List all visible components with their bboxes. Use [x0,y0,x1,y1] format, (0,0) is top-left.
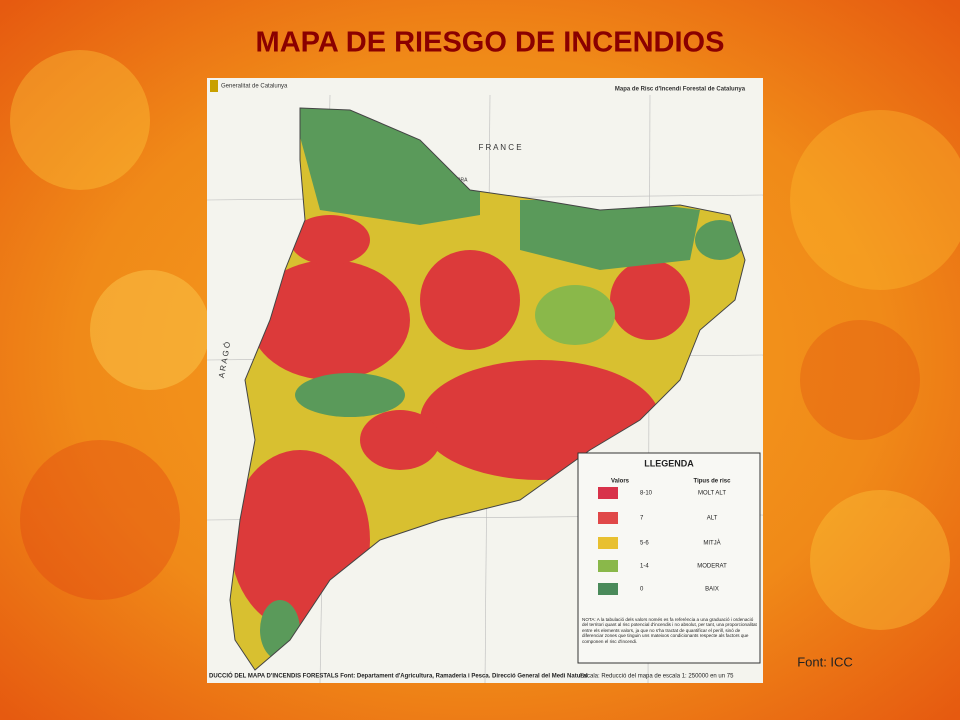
legend-risk: MODERAT [697,564,727,570]
background-texture [10,50,960,630]
map-title: Mapa de Risc d'Incendi Forestal de Catal… [615,87,746,93]
place-label: F R A N C E [478,143,521,152]
legend-value: 0 [640,587,644,593]
region-outline [229,107,746,671]
legend-swatch [598,512,618,524]
legend-value: 7 [640,516,644,522]
map-scale: Escala: Reducció del mapa de escala 1: 2… [580,674,734,680]
legend-header: Tipus de risc [694,479,732,485]
legend-risk: BAIX [705,587,719,593]
legend-value: 1-4 [640,564,649,570]
legend-title: LLEGENDA [644,458,694,468]
source: Font: ICC [797,654,853,669]
legend-risk: MITJÀ [703,540,720,547]
legend-rows: 8-10 MOLT ALT 7 ALT 5-6 MITJÀ 1-4 MODERAT 0 BAIX [640,491,727,593]
legend-note-wrap: NOTA: A la tabulació dels valors només e… [582,617,757,644]
legend-value: 5-6 [640,541,649,547]
legend-note: NOTA: A la tabulació dels valors només e… [582,617,757,644]
legend-risk: ALT [707,516,718,522]
legend-value: 8-10 [640,491,653,497]
legend-header: Valors [611,479,630,485]
slide-title: MAPA DE RIESGO DE INCENDIOS [256,27,725,59]
legend-risk: MOLT ALT [698,491,726,497]
map-footer: DUCCIÓ DEL MAPA D'INCENDIS FORESTALS Fon… [209,672,588,680]
legend-swatch [598,537,618,549]
logo [210,80,218,92]
legend-swatch [598,583,618,595]
legend-swatch [598,560,618,572]
legend-swatch [598,487,618,499]
institution: Generalitat de Catalunya [221,84,288,90]
